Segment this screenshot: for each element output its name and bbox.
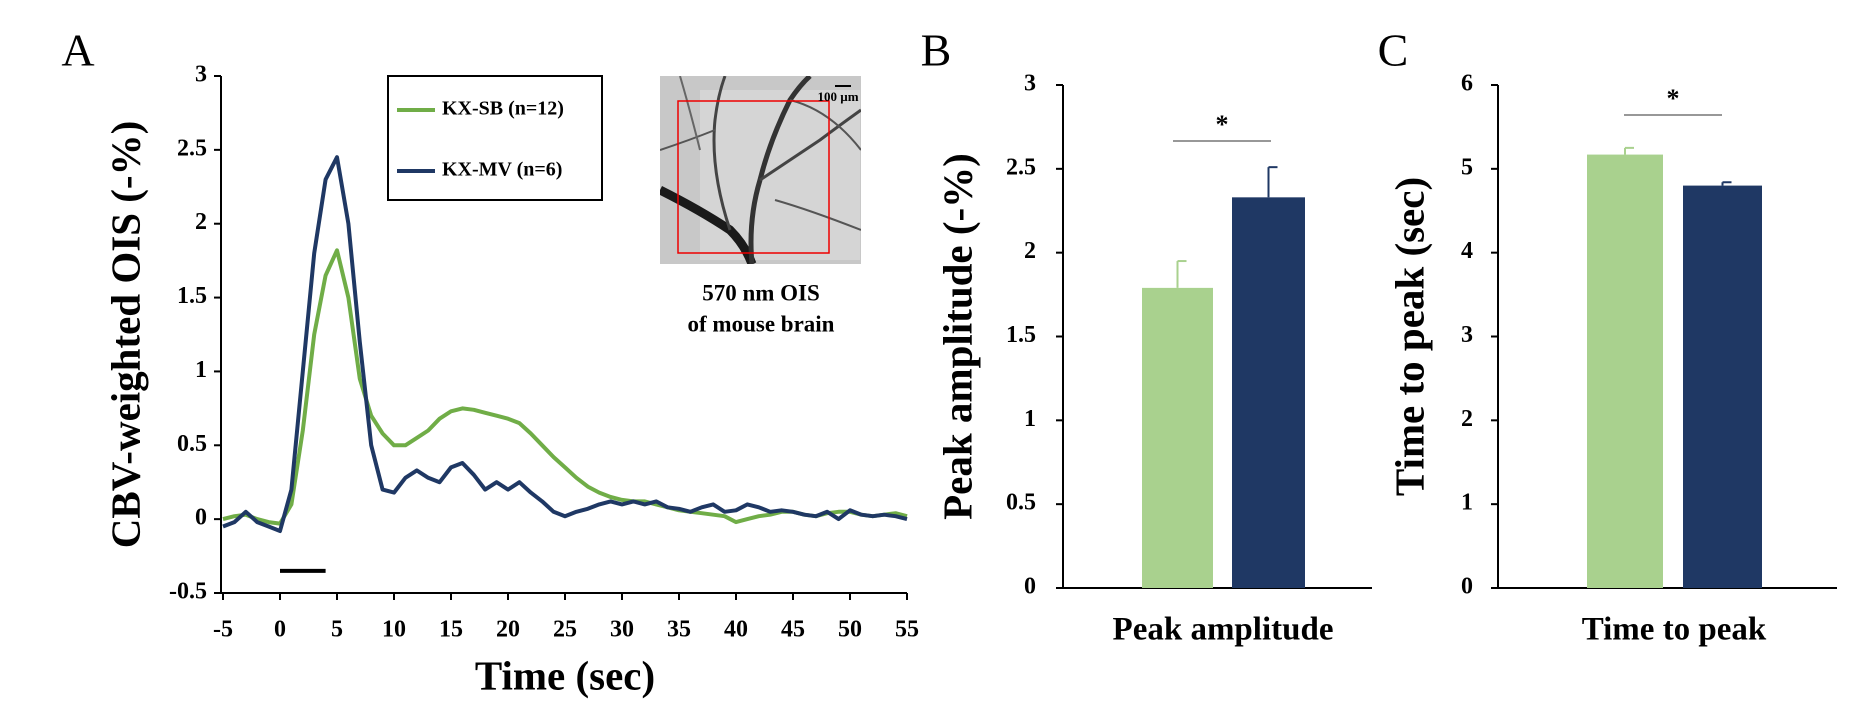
y-tick-label: 1 <box>195 357 207 383</box>
y-tick-label: 2.5 <box>1006 154 1036 180</box>
x-axis-title: Time (sec) <box>475 652 655 698</box>
y-tick-label: 2 <box>1024 238 1036 264</box>
panel-label: B <box>921 25 952 76</box>
x-tick-label: 50 <box>838 617 862 643</box>
x-tick-label: 0 <box>274 617 286 643</box>
y-tick-label: 0.5 <box>177 431 207 457</box>
bar <box>1587 154 1663 588</box>
x-tick-label: 40 <box>724 617 748 643</box>
y-tick-label: 0 <box>1024 574 1036 600</box>
inset-image <box>660 76 861 264</box>
y-tick-label: 0 <box>1461 574 1473 600</box>
x-tick-label: 15 <box>439 617 463 643</box>
bar <box>1232 197 1305 588</box>
y-tick-label: 4 <box>1461 238 1473 264</box>
x-tick-label: 25 <box>553 617 577 643</box>
x-axis-title: Time to peak <box>1582 612 1767 648</box>
significance-mark: * <box>1216 110 1229 139</box>
y-tick-label: 1.5 <box>177 283 207 309</box>
x-tick-label: 35 <box>667 617 691 643</box>
y-tick-label: 2.5 <box>177 135 207 161</box>
y-axis-title: Peak amplitude (-%) <box>934 153 980 520</box>
panel-label: A <box>61 25 94 76</box>
y-tick-label: 3 <box>1461 322 1473 348</box>
x-tick-label: 30 <box>610 617 634 643</box>
y-tick-label: 1 <box>1461 490 1473 516</box>
legend-label: KX-SB (n=12) <box>442 98 564 120</box>
y-tick-label: 5 <box>1461 154 1473 180</box>
legend-label: KX-MV (n=6) <box>442 159 562 181</box>
y-tick-label: 2 <box>195 209 207 235</box>
y-tick-label: 0.5 <box>1006 490 1036 516</box>
x-tick-label: 55 <box>895 617 919 643</box>
x-tick-label: 20 <box>496 617 520 643</box>
bar <box>1683 185 1762 588</box>
significance-mark: * <box>1667 84 1680 113</box>
y-tick-label: 3 <box>1024 71 1036 97</box>
scale-label: 100 µm <box>817 89 858 104</box>
inset-caption: 570 nm OIS <box>702 280 820 305</box>
y-axis-title: Time to peak (sec) <box>1386 177 1432 496</box>
x-tick-label: 5 <box>331 617 343 643</box>
x-axis-title: Peak amplitude <box>1113 612 1334 648</box>
y-tick-label: -0.5 <box>169 579 207 605</box>
panel-label: C <box>1378 25 1409 76</box>
x-tick-label: 10 <box>382 617 406 643</box>
y-tick-label: 2 <box>1461 406 1473 432</box>
x-tick-label: 45 <box>781 617 805 643</box>
y-tick-label: 1 <box>1024 406 1036 432</box>
y-tick-label: 6 <box>1461 71 1473 97</box>
inset-caption: of mouse brain <box>688 311 835 336</box>
y-tick-label: 1.5 <box>1006 322 1036 348</box>
bar <box>1142 287 1213 588</box>
series-line <box>222 155 908 533</box>
y-axis-title: CBV-weighted OIS (-%) <box>102 121 148 548</box>
y-tick-label: 0 <box>195 505 207 531</box>
x-tick-label: -5 <box>213 617 233 643</box>
legend-box <box>387 75 603 201</box>
y-tick-label: 3 <box>195 62 207 88</box>
